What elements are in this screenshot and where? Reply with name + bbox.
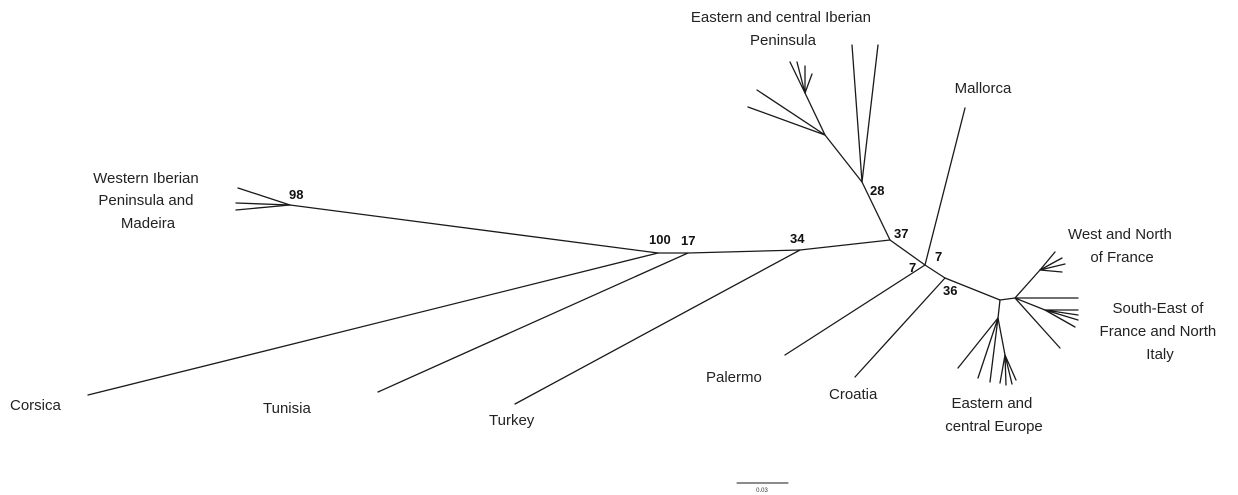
label-palermo: Palermo — [706, 369, 762, 386]
support-36: 36 — [943, 283, 957, 298]
label-western-iberia: Western Iberian Peninsula and Madeira — [93, 170, 203, 232]
label-west-north-france: West and North of France — [1068, 226, 1176, 266]
support-28: 28 — [870, 183, 884, 198]
support-37: 37 — [894, 226, 908, 241]
southern-branches — [87, 249, 946, 405]
label-turkey: Turkey — [489, 412, 535, 429]
label-mallorca: Mallorca — [955, 80, 1012, 97]
support-7-palermo: 7 — [909, 260, 916, 275]
branch-backbone-e — [924, 264, 946, 279]
western-iberia-tips — [235, 187, 291, 211]
support-34: 34 — [790, 231, 805, 246]
support-17: 17 — [681, 233, 695, 248]
scale-bar: 0.03 — [736, 482, 789, 494]
branch-corsica — [87, 252, 659, 396]
branch-backbone-c — [799, 239, 891, 251]
label-eastern-iberia: Eastern and central Iberian Peninsula — [691, 9, 875, 49]
support-100: 100 — [649, 232, 671, 247]
branch-backbone-d — [889, 239, 926, 266]
branch-mallorca — [924, 107, 966, 266]
branch-backbone-f — [944, 277, 1001, 301]
support-7-mallorca: 7 — [935, 249, 942, 264]
branch-tunisia — [377, 252, 689, 393]
eastern-iberia-clade — [747, 44, 891, 241]
branch-palermo — [784, 264, 926, 356]
support-values: 98 100 17 34 37 28 7 7 36 — [289, 183, 957, 298]
branch-turkey — [514, 249, 801, 405]
backbone-branches — [289, 204, 1001, 301]
branch-backbone-b — [687, 249, 801, 254]
europe-clade — [957, 251, 1079, 386]
support-98: 98 — [289, 187, 303, 202]
label-corsica: Corsica — [10, 397, 62, 414]
scale-bar-label: 0.03 — [756, 488, 768, 494]
label-southeast-france: South-East of France and North Italy — [1100, 300, 1221, 363]
label-croatia: Croatia — [829, 386, 878, 403]
branch-western-iberia-stem — [289, 204, 659, 254]
label-tunisia: Tunisia — [263, 400, 311, 417]
branch-croatia — [854, 277, 946, 378]
clade-labels: Eastern and central Iberian Peninsula Ma… — [10, 9, 1221, 435]
label-eastern-central-europe: Eastern and central Europe — [945, 395, 1043, 435]
